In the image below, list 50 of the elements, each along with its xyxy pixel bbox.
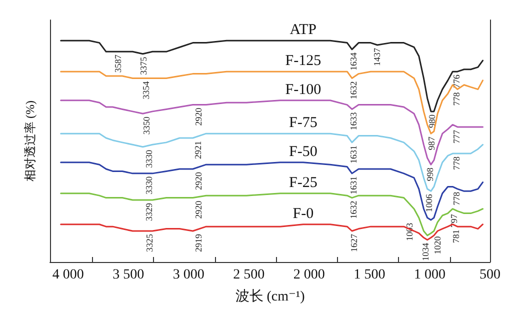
- x-tick-label: 3 000: [172, 268, 204, 282]
- annotation: 3330: [144, 149, 154, 168]
- series-label: F-75: [288, 115, 318, 132]
- annotation: 987: [426, 136, 436, 150]
- annotation: 1632: [348, 81, 359, 100]
- annotation: 3375: [138, 56, 148, 75]
- annotation: 778: [451, 156, 462, 170]
- annotation: 2920: [193, 107, 204, 126]
- annotation: 778: [451, 92, 462, 106]
- annotation: 3330: [144, 176, 154, 194]
- annotation: 1632: [348, 200, 359, 219]
- annotation: 1631: [348, 176, 359, 194]
- series-label: F-100: [285, 82, 322, 98]
- annotation: 3329: [144, 202, 154, 222]
- annotation: 1627: [349, 234, 360, 252]
- annotation: 777: [452, 129, 462, 144]
- x-tick-label: 1 000: [414, 268, 446, 282]
- series-label: F-50: [288, 144, 318, 160]
- x-axis-title: 波长 (cm⁻¹): [235, 288, 306, 304]
- annotation: 1003: [404, 222, 414, 241]
- annotation: 2920: [193, 172, 204, 190]
- annotation: 1034: [420, 242, 431, 261]
- x-tick-label: 3 500: [112, 268, 144, 282]
- annotation: 3587: [112, 54, 123, 73]
- annotation: 1020: [432, 236, 442, 254]
- annotation: 2921: [193, 141, 204, 160]
- series-label: F-0: [292, 206, 314, 222]
- x-tick-label: 2 500: [233, 268, 265, 282]
- series-label: F-125: [285, 53, 322, 70]
- x-tick-label: 1 500: [354, 268, 386, 282]
- annotation: 1437: [372, 48, 382, 66]
- annotation: 980: [427, 114, 438, 128]
- annotation: 3325: [144, 234, 154, 252]
- annotation: 781: [451, 230, 462, 244]
- annotation: 998: [424, 167, 435, 182]
- annotation: 1006: [424, 194, 434, 212]
- annotation: 778: [451, 191, 462, 206]
- y-axis-title: 相对透过率 (%): [23, 100, 37, 182]
- annotation: 2920: [193, 200, 204, 219]
- series-label: F-25: [288, 174, 318, 191]
- annotation: 3350: [141, 116, 152, 135]
- annotation: 1631: [348, 145, 359, 164]
- x-tick-label: 2 000: [293, 268, 325, 282]
- annotation: 3354: [140, 80, 151, 100]
- annotation: 1634: [348, 52, 358, 70]
- annotation: 2919: [193, 234, 204, 252]
- x-tick-label: 500: [480, 268, 500, 282]
- series-label: ATP: [290, 22, 316, 38]
- x-tick-label: 4 000: [52, 268, 84, 282]
- annotation: 1633: [348, 112, 358, 130]
